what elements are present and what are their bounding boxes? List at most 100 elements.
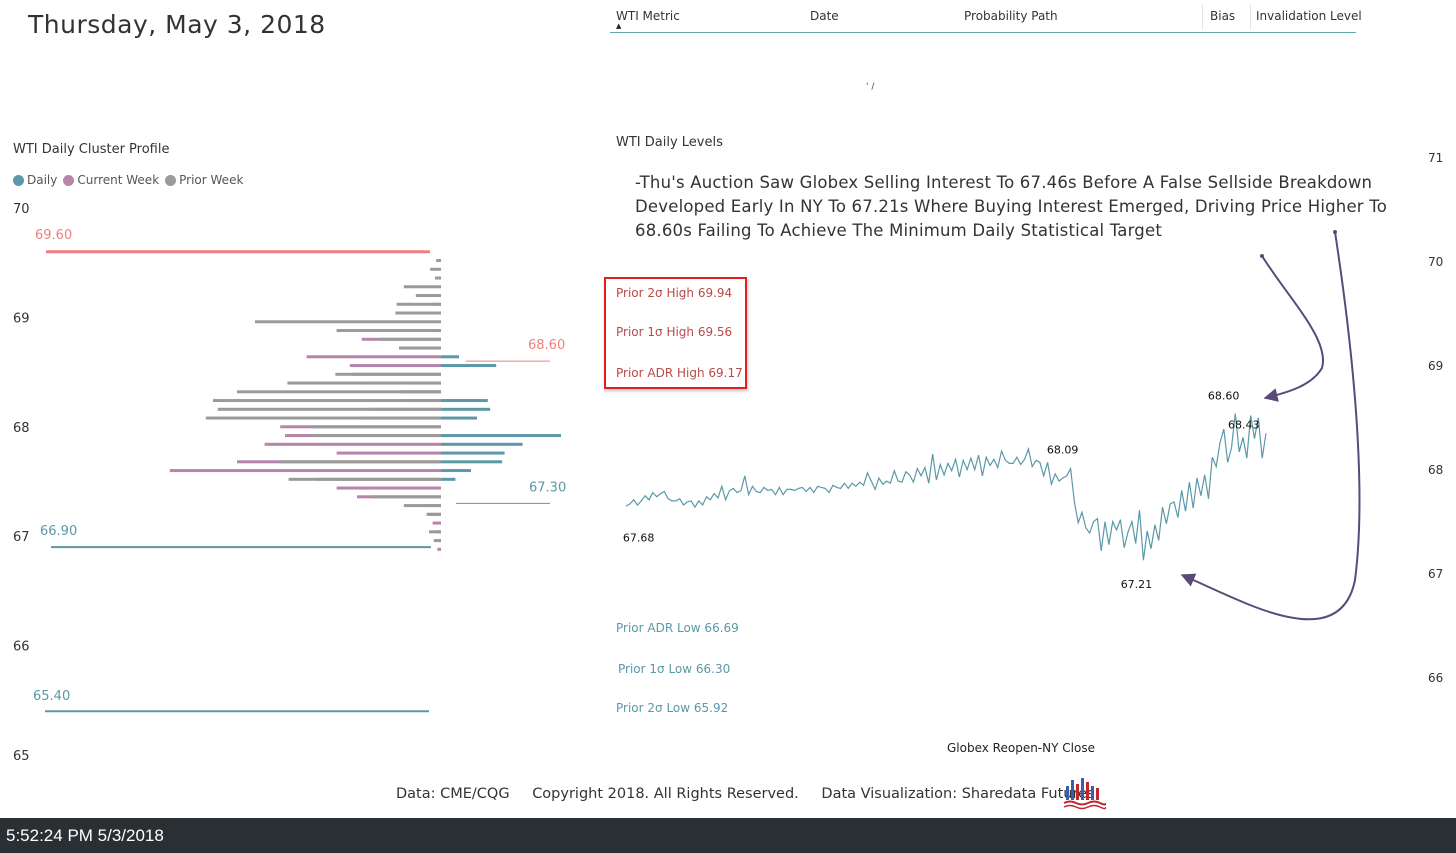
profile-bar-prior-week [336,329,441,333]
profile-bar-current-week [336,451,441,455]
levels-y-tick: 66 [1428,671,1443,685]
profile-level-label: 68.60 [528,338,565,353]
auction-commentary: -Thu's Auction Saw Globex Selling Intere… [635,173,1388,240]
prior-1sigma-high: Prior 1σ High 69.56 [616,325,733,339]
profile-bar-prior-week [433,539,441,543]
column-divider [1250,4,1251,30]
profile-bar-current-week [432,521,441,525]
profile-bar-daily [441,442,523,446]
legend-label: Prior Week [179,173,244,187]
legend-item-prior-week[interactable]: Prior Week [165,173,243,187]
sort-ascending-icon[interactable]: ▲ [616,22,622,30]
levels-y-tick: 69 [1428,359,1443,373]
sharedata-logo-icon [1063,778,1106,810]
profile-bar-daily [441,460,503,464]
legend-dot-icon [165,174,177,186]
legend-label: Daily [27,173,58,187]
levels-y-tick: 67 [1428,567,1443,581]
daily-levels-chart: 71 70 69 68 67 66 67.68 68.09 67.21 68.60 68.43 [623,151,1443,685]
profile-bar-prior-week [255,320,441,324]
profile-bar-prior-week [415,294,441,298]
page-title: Thursday, May 3, 2018 [28,10,326,39]
price-annotation: 67.21 [1121,578,1153,591]
legend-item-current-week[interactable]: Current Week [63,173,159,187]
profile-bar-prior-week [288,477,441,481]
legend-dot-icon [13,174,24,186]
annotation-arrow-origin [1333,230,1337,234]
stray-mark: ' / [866,82,875,92]
prior-1sigma-low: Prior 1σ Low 66.30 [618,662,731,676]
profile-bar-daily [441,399,488,403]
legend-label: Current Week [77,173,160,187]
profile-bar-prior-week [436,259,441,263]
profile-bar-current-week [264,442,441,446]
profile-bar-prior-week [379,337,441,341]
cluster-profile-title: WTI Daily Cluster Profile [13,142,170,157]
profile-y-tick: 68 [13,421,30,436]
profile-bar-prior-week [287,381,441,385]
column-divider [1202,4,1203,30]
status-bar: 5:52:24 PM 5/3/2018 [0,818,1456,853]
profile-level-label: 67.30 [529,480,566,495]
legend-item-daily[interactable]: Daily [13,173,57,187]
profile-bar-prior-week [403,504,441,508]
profile-bar-daily [441,407,491,411]
prior-2sigma-low: Prior 2σ Low 65.92 [616,701,729,715]
column-header-date[interactable]: Date [810,9,839,23]
profile-bar-prior-week [395,311,441,315]
profile-bar-prior-week [217,407,441,411]
levels-y-tick: 70 [1428,255,1443,269]
profile-bar-prior-week [426,512,441,516]
profile-bar-prior-week [435,276,441,280]
footer-credit: Data Visualization: Sharedata Futures [821,786,1095,802]
profile-bar-current-week [169,469,442,473]
profile-bar-daily [441,469,471,473]
price-annotation: 67.68 [623,531,655,544]
footer-data-source: Data: CME/CQG [396,786,510,802]
profile-bar-prior-week [335,372,441,376]
profile-level-label: 66.90 [40,524,77,539]
profile-y-tick: 69 [13,311,30,326]
profile-bar-prior-week [213,399,441,403]
profile-bar-prior-week [237,390,441,394]
column-header-probability-path[interactable]: Probability Path [964,9,1058,23]
profile-bar-daily [441,477,456,481]
column-header-bias[interactable]: Bias [1210,9,1236,23]
price-annotation: 68.60 [1208,390,1240,403]
footer: Data: CME/CQG Copyright 2018. All Rights… [396,786,1113,802]
prior-adr-low: Prior ADR Low 66.69 [616,621,739,635]
annotation-arrow-to-high [1261,255,1325,402]
profile-bar-daily [441,416,477,420]
prior-adr-high: Prior ADR High 69.17 [616,366,743,380]
profile-bar-prior-week [312,425,441,429]
annotation-arrow-to-low [1180,231,1361,621]
profile-bar-prior-week [205,416,441,420]
profile-bar-current-week [437,547,441,551]
column-header-wti-metric[interactable]: WTI Metric [616,9,680,23]
daily-levels-title: WTI Daily Levels [616,135,723,150]
prior-high-levels-box: Prior 2σ High 69.94 Prior 1σ High 69.56 … [604,277,747,389]
profile-y-tick: 67 [13,530,30,545]
profile-bar-prior-week [371,495,441,499]
price-annotation: 68.43 [1228,418,1260,431]
profile-bar-prior-week [430,267,441,271]
annotation-arrow-origin [1260,254,1264,258]
profile-y-tick: 66 [13,640,30,655]
profile-bar-prior-week [396,302,441,306]
price-line [625,413,1267,561]
price-annotation: 68.09 [1047,444,1079,457]
profile-bar-current-week [349,364,441,368]
legend-dot-icon [63,174,75,186]
column-header-invalidation-level[interactable]: Invalidation Level [1256,9,1362,23]
profile-bar-prior-week [280,460,441,464]
cluster-profile-legend: Daily Current Week Prior Week [13,173,249,187]
x-axis-label: Globex Reopen-NY Close [947,741,1095,755]
profile-level-label: 65.40 [33,689,70,704]
status-timestamp: 5:52:24 PM 5/3/2018 [6,826,164,845]
footer-copyright: Copyright 2018. All Rights Reserved. [532,786,799,802]
cluster-profile-chart: 70 69 68 67 66 65 69.60 68.60 67.30 66.90 65.40 [13,202,566,764]
prior-2sigma-high: Prior 2σ High 69.94 [616,286,733,300]
profile-bar-prior-week [403,285,441,289]
profile-bar-daily [441,355,459,359]
profile-bar-current-week [306,355,441,359]
